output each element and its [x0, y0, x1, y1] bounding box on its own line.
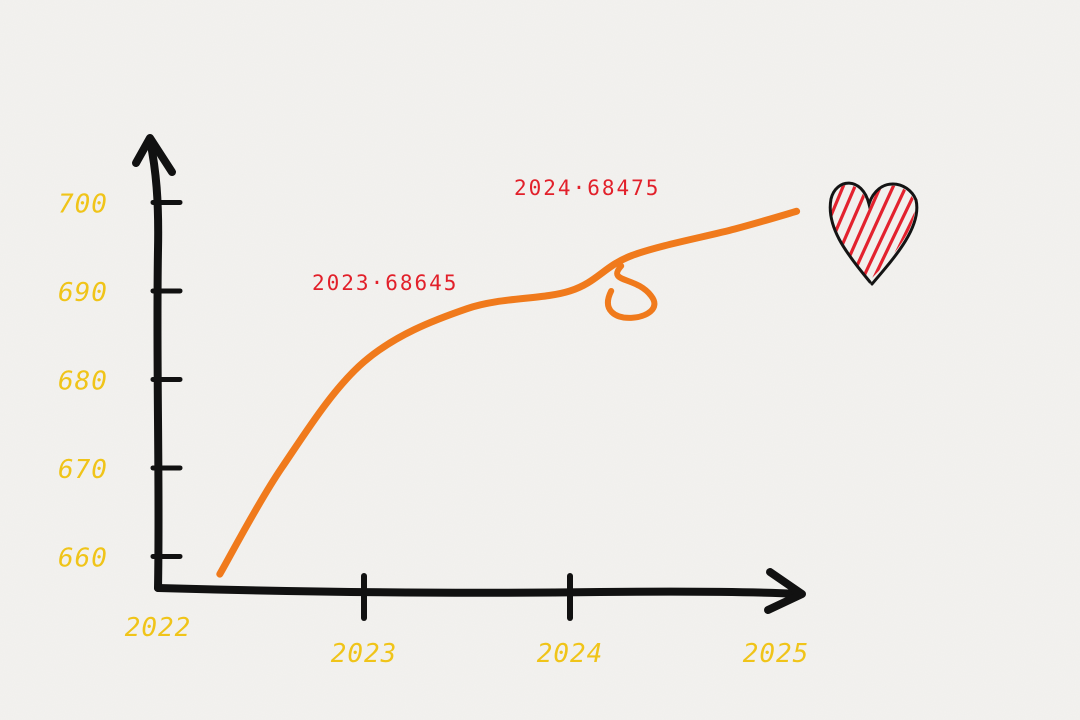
x-tick-label: 2025 [743, 639, 810, 669]
y-tick-label: 690 [58, 278, 108, 308]
data-annotation: 2024·68475 [514, 176, 660, 200]
y-axis-arrowhead [132, 134, 176, 176]
series-loop-stroke [605, 262, 658, 321]
x-tick-label: 2024 [537, 639, 604, 669]
x-tick-label: 2023 [331, 639, 398, 669]
annotations: 2023·68645 2024·68475 [312, 176, 660, 295]
y-tick-label: 670 [58, 455, 108, 485]
y-tick-label: 700 [58, 189, 108, 219]
x-axis-arrowhead [764, 568, 806, 614]
y-tick-label: 660 [58, 543, 108, 573]
axes [132, 134, 806, 614]
x-ticks: 2022 2023 2024 2025 [125, 573, 810, 669]
y-tick-label: 680 [58, 366, 108, 396]
y-ticks: 660 670 680 690 700 [58, 189, 183, 573]
x-tick-label: 2022 [125, 613, 192, 643]
x-axis [154, 584, 804, 598]
y-axis [146, 136, 163, 592]
data-annotation: 2023·68645 [312, 271, 458, 295]
series-line-0 [216, 207, 801, 578]
